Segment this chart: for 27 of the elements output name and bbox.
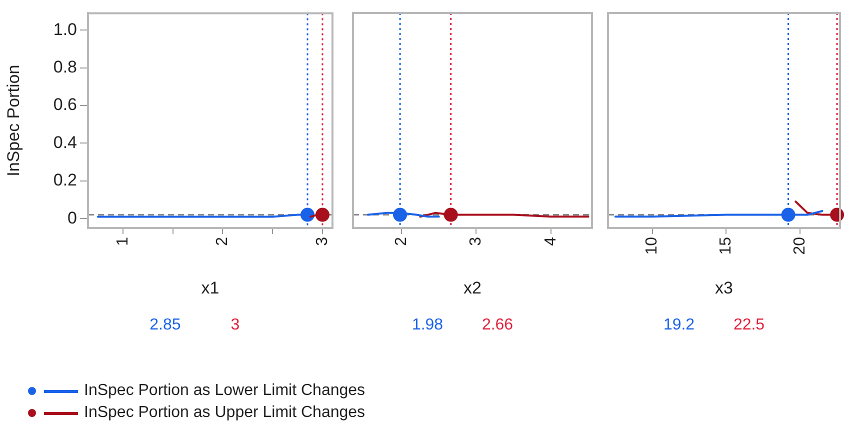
ref-line-label: 22.5 — [733, 316, 765, 334]
ref-line-label: 1.98 — [412, 316, 444, 334]
x-tick-label: 2 — [214, 236, 232, 246]
x-axis-title: x2 — [464, 278, 482, 298]
x-tick-label: 15 — [718, 236, 735, 255]
x-tick-label: 3 — [314, 236, 331, 246]
x-axis-title: x3 — [715, 278, 733, 298]
ref-line-label: 3 — [230, 316, 240, 334]
x-axis-title: x1 — [201, 278, 220, 298]
y-tick-label: 0.2 — [53, 170, 77, 190]
ref-line-label: 19.2 — [663, 316, 695, 334]
x-tick-label: 4 — [542, 236, 560, 246]
ref-line-label: 2.85 — [150, 316, 181, 334]
x-tick-label: 20 — [792, 236, 809, 255]
x-tick-label: 3 — [468, 236, 485, 246]
x-tick-label: 2 — [392, 236, 410, 246]
legend-label: InSpec Portion as Upper Limit Changes — [84, 404, 366, 422]
y-tick-label: 0.4 — [53, 132, 77, 152]
legend-label: InSpec Portion as Lower Limit Changes — [84, 382, 366, 400]
y-tick-label: 0 — [68, 208, 77, 228]
x-tick-label: 1 — [114, 236, 132, 246]
y-tick-label: 1.0 — [53, 20, 77, 39]
y-tick-label: 0.8 — [53, 58, 77, 77]
y-tick-label: 0.6 — [53, 95, 77, 114]
x-tick-label: 10 — [644, 236, 661, 255]
ref-line-label: 2.66 — [482, 316, 514, 334]
y-axis-title: InSpec Portion — [4, 64, 23, 176]
